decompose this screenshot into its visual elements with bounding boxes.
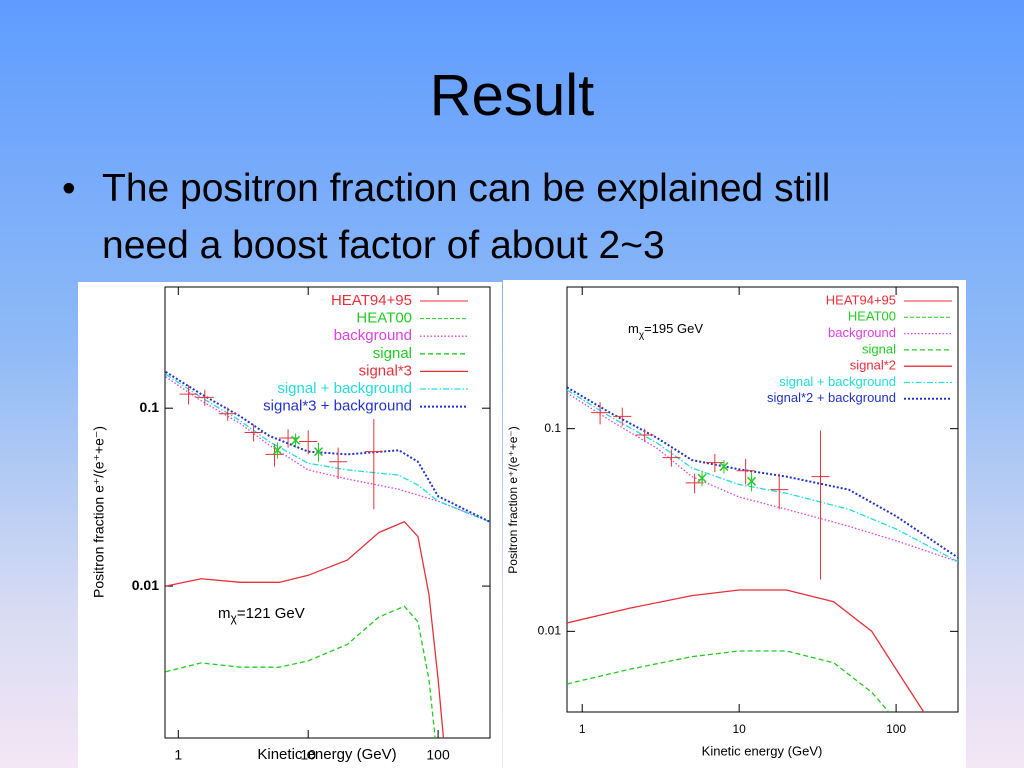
y-tick-label: 0.1 (544, 421, 561, 435)
series-line (165, 371, 490, 523)
series-line (165, 373, 490, 523)
bullet: • The positron fraction can be explained… (62, 160, 830, 274)
legend-label: HEAT00 (848, 309, 896, 324)
data-point (697, 473, 707, 483)
series-line (165, 520, 445, 738)
x-tick-label: 1 (174, 747, 182, 763)
x-axis-label: Kinetic energy (GeV) (702, 743, 823, 758)
legend-label: HEAT94+95 (331, 292, 412, 309)
bullet-line: The positron fraction can be explained s… (102, 167, 831, 210)
data-point (747, 476, 757, 486)
legend-label: HEAT00 (356, 310, 412, 327)
legend-label: signal + background (779, 374, 896, 389)
data-point (313, 447, 324, 457)
slide-title: Result (429, 63, 595, 128)
chart-background (503, 280, 966, 768)
bullet-line: need a boost factor of about 2~3 (102, 224, 665, 267)
y-axis-label: Positron fraction e⁺/(e⁺+e⁻) (91, 426, 107, 598)
chart-background (78, 282, 502, 768)
y-tick-label: 0.01 (132, 577, 159, 593)
data-point (291, 435, 301, 445)
legend-label: HEAT94+95 (826, 292, 896, 307)
legend-label: background (334, 327, 412, 344)
legend-label: signal*3 + background (263, 398, 412, 415)
annotation-part: =195 GeV (644, 321, 703, 336)
plot-area (165, 371, 490, 738)
series-line (165, 605, 436, 738)
x-tick-label: 100 (426, 747, 450, 763)
legend-label: signal*2 + background (767, 390, 896, 405)
legend-label: signal (373, 345, 412, 362)
series-line (567, 589, 925, 712)
plot-area (567, 386, 958, 712)
x-tick-label: 10 (732, 722, 746, 736)
annotation: mχ=195 GeV (628, 321, 703, 340)
annotation-part: χ (639, 330, 645, 341)
legend-label: signal (862, 341, 896, 356)
annotation: mχ=121 GeV (218, 605, 305, 625)
x-tick-label: 10 (300, 747, 316, 763)
legend-label: background (828, 325, 896, 340)
series-line (567, 389, 958, 563)
plot-frame (566, 286, 959, 713)
series-line (567, 386, 958, 559)
annotation-part: m (628, 321, 639, 336)
y-tick-label: 0.1 (140, 399, 160, 415)
x-axis-label: Kinetic energy (GeV) (257, 746, 396, 763)
annotation-part: m (218, 605, 231, 622)
y-tick-label: 0.01 (538, 624, 562, 638)
legend-label: signal*2 (850, 358, 896, 373)
data-point (719, 462, 729, 472)
y-axis-label: Positron fraction e⁺/(e⁺+e⁻) (506, 426, 520, 573)
annotation-part: =121 GeV (237, 605, 305, 622)
x-tick-label: 100 (886, 722, 906, 736)
annotation-part: χ (231, 611, 238, 625)
series-line (567, 650, 890, 712)
x-tick-label: 1 (579, 722, 586, 736)
legend-label: signal*3 (359, 362, 412, 379)
data-point (272, 445, 282, 455)
plot-frame (164, 286, 491, 739)
bullet-dot: • (62, 167, 76, 210)
legend-label: signal + background (277, 380, 412, 397)
